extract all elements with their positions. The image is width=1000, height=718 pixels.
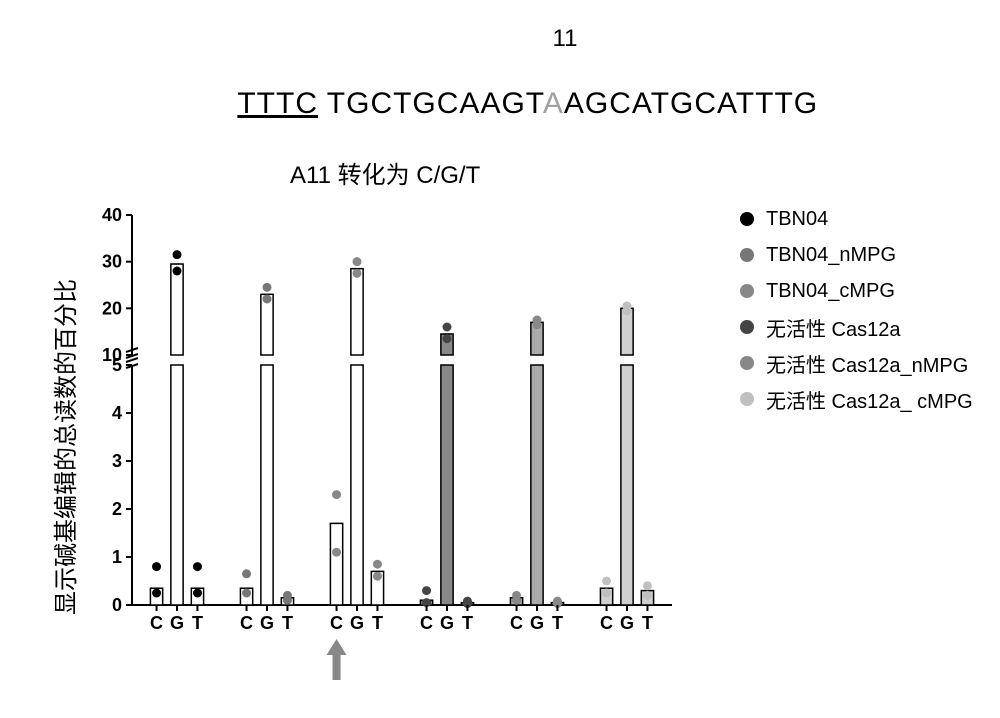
svg-text:C: C <box>150 613 163 633</box>
svg-text:10: 10 <box>102 345 122 365</box>
legend-dot <box>740 284 754 298</box>
sequence: TTTC TGCTGCAAGTAAGCATGCATTTG <box>182 53 818 155</box>
svg-text:2: 2 <box>112 499 122 519</box>
bar-chart: 01234510203040CGTCGTCGTCGTCGTCGT <box>68 180 708 680</box>
svg-text:C: C <box>240 613 253 633</box>
svg-text:G: G <box>530 613 544 633</box>
svg-text:G: G <box>620 613 634 633</box>
svg-text:C: C <box>330 613 343 633</box>
legend: TBN04 TBN04_nMPG TBN04_cMPG 无活性 Cas12a 无活性 C… <box>740 205 973 421</box>
svg-text:1: 1 <box>112 547 122 567</box>
svg-text:T: T <box>372 613 383 633</box>
svg-text:G: G <box>260 613 274 633</box>
seq-mid1: TGCTGCAAGT <box>318 87 543 120</box>
svg-text:3: 3 <box>112 451 122 471</box>
svg-text:G: G <box>350 613 364 633</box>
svg-text:C: C <box>600 613 613 633</box>
position-label: 11 <box>130 25 1000 53</box>
seq-pam: TTTC <box>237 87 318 120</box>
svg-text:40: 40 <box>102 205 122 225</box>
seq-highlight: A <box>543 87 564 120</box>
legend-item: 无活性 Cas12a_ cMPG <box>740 385 973 413</box>
svg-text:G: G <box>170 613 184 633</box>
svg-text:T: T <box>282 613 293 633</box>
svg-text:T: T <box>552 613 563 633</box>
legend-item: 无活性 Cas12a_nMPG <box>740 349 973 377</box>
svg-text:C: C <box>510 613 523 633</box>
legend-dot <box>740 248 754 262</box>
svg-text:T: T <box>462 613 473 633</box>
svg-text:4: 4 <box>112 403 122 423</box>
svg-text:30: 30 <box>102 252 122 272</box>
legend-item: TBN04_cMPG <box>740 277 973 305</box>
svg-text:T: T <box>192 613 203 633</box>
legend-label: 无活性 Cas12a_nMPG <box>766 349 968 378</box>
legend-label: TBN04_nMPG <box>766 244 896 267</box>
legend-label: 无活性 Cas12a <box>766 313 901 342</box>
legend-label: TBN04 <box>766 208 828 231</box>
legend-item: TBN04_nMPG <box>740 241 973 269</box>
legend-item: TBN04 <box>740 205 973 233</box>
legend-label: 无活性 Cas12a_ cMPG <box>766 385 973 414</box>
legend-dot <box>740 356 754 370</box>
legend-dot <box>740 392 754 406</box>
sequence-header: 11 TTTC TGCTGCAAGTAAGCATGCATTTG <box>0 25 1000 155</box>
legend-dot <box>740 320 754 334</box>
svg-text:T: T <box>642 613 653 633</box>
svg-text:20: 20 <box>102 298 122 318</box>
svg-text:C: C <box>420 613 433 633</box>
seq-mid2: AGCATGCATTTG <box>564 87 818 120</box>
legend-label: TBN04_cMPG <box>766 280 895 303</box>
legend-item: 无活性 Cas12a <box>740 313 973 341</box>
legend-dot <box>740 212 754 226</box>
svg-text:0: 0 <box>112 595 122 615</box>
svg-text:G: G <box>440 613 454 633</box>
